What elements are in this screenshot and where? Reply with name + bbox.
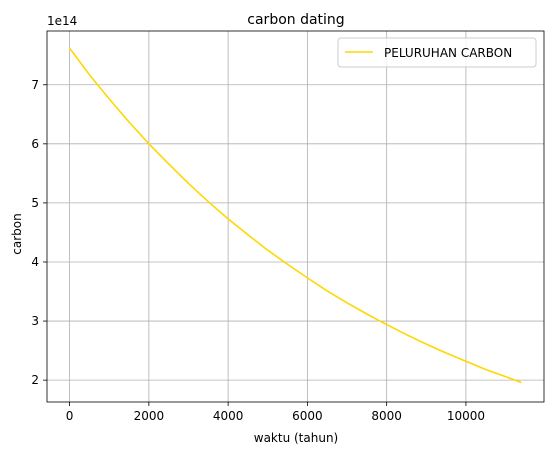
x-axis-label: waktu (tahun): [254, 431, 338, 445]
series-layer: [68, 47, 522, 384]
x-tick-label: 4000: [213, 409, 244, 423]
y-axis-label: carbon: [10, 213, 24, 254]
x-tick-label: 2000: [134, 409, 165, 423]
chart-title: carbon dating: [247, 12, 344, 28]
grid: [47, 31, 544, 402]
x-tick-label: 8000: [371, 409, 402, 423]
axes: [43, 30, 545, 406]
y-tick-label: 3: [31, 314, 39, 328]
y-tick-label: 5: [31, 196, 39, 210]
y-tick-label: 7: [31, 78, 39, 92]
legend-label: PELURUHAN CARBON: [384, 46, 512, 60]
x-tick-label: 10000: [447, 409, 485, 423]
y-tick-label: 4: [31, 255, 39, 269]
legend: PELURUHAN CARBON: [337, 37, 537, 68]
tick-labels: 0 2000 4000 6000 8000 10000 2 3 4 5 6 7: [31, 78, 485, 423]
y-axis-offset-label: 1e14: [47, 14, 77, 28]
x-tick-label: 0: [66, 409, 74, 423]
plot-frame: [46, 30, 545, 403]
x-tick-label: 6000: [292, 409, 323, 423]
legend-frame: [337, 37, 537, 68]
series-line: [68, 47, 522, 384]
y-tick-label: 2: [31, 373, 39, 387]
y-tick-label: 6: [31, 137, 39, 151]
